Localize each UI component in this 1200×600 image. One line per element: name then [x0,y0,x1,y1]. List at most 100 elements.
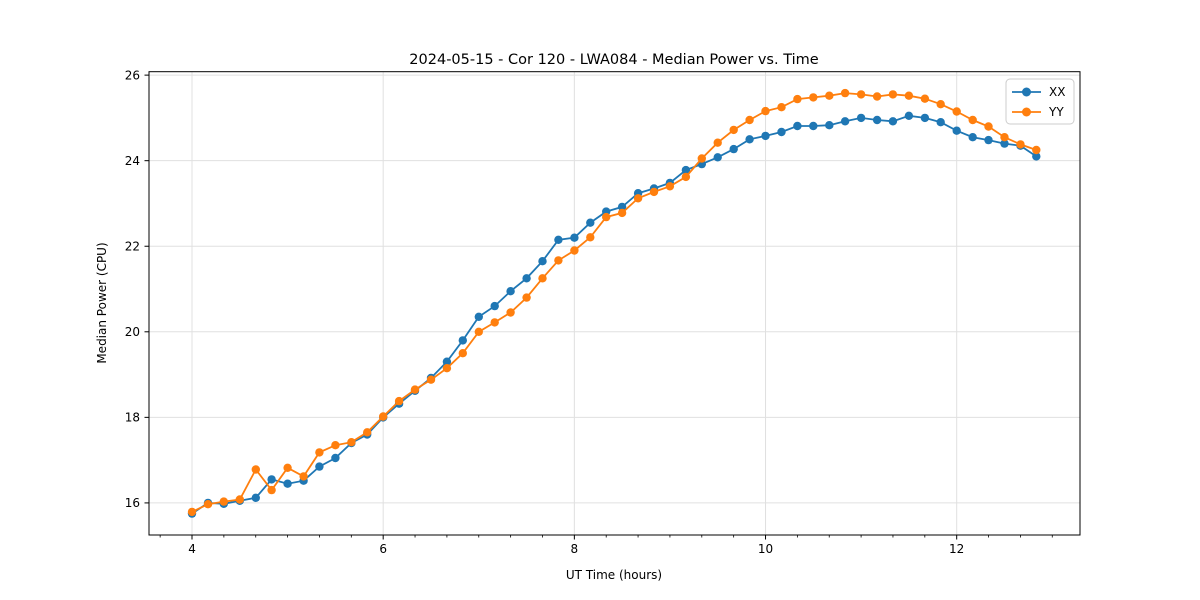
data-point-yy [713,138,722,147]
data-point-yy [793,94,802,104]
y-tick-label: 24 [125,154,140,168]
data-point-xx [586,218,595,227]
data-point-xx [490,301,499,311]
data-point-xx [825,121,834,130]
x-tick-label: 6 [379,542,387,556]
chart-title: 2024-05-15 - Cor 120 - LWA084 - Median P… [409,52,818,68]
data-point-yy [840,88,850,98]
data-point-yy [315,448,324,457]
y-axis-label: Median Power (CPU) [95,242,109,363]
data-point-yy [697,154,706,163]
data-point-yy [936,100,945,109]
data-point-yy [872,92,882,101]
data-point-xx [952,126,961,135]
data-point-yy [490,318,499,327]
y-tick-label: 16 [125,496,140,510]
data-point-xx [554,235,563,244]
axes-spines [148,71,1081,536]
data-point-yy [617,208,627,218]
data-point-yy [777,103,786,112]
data-point-xx [1000,139,1009,148]
data-point-xx [713,153,722,162]
data-point-xx [442,357,452,366]
data-point-yy [458,349,467,358]
data-point-yy [904,91,914,100]
data-point-yy [426,375,436,384]
data-point-xx [888,117,898,126]
legend-label-xx: XX [1049,85,1065,99]
data-point-yy [1000,133,1009,142]
legend-label-yy: YY [1048,105,1064,119]
data-point-yy [729,125,738,135]
data-point-yy [538,274,547,283]
data-point-yy [554,256,563,265]
data-point-xx [729,144,738,154]
data-point-yy [745,115,754,125]
data-point-xx [920,113,930,123]
data-point-yy [984,122,993,131]
data-point-xx [793,121,802,131]
x-tick-label: 12 [949,542,964,556]
data-point-yy [442,364,452,373]
y-tick-label: 26 [125,68,140,82]
data-point-yy [474,327,483,336]
data-point-xx [506,287,515,296]
axis-tick-labels: 4 6 8 10 12 16 18 20 22 24 26 [125,68,965,556]
data-point-xx [745,135,754,144]
data-point-yy [379,412,388,421]
data-point-xx [522,274,531,283]
data-point-xx [968,133,977,142]
data-point-xx [904,111,914,121]
y-tick-label: 22 [125,239,140,253]
data-point-yy [203,500,213,509]
data-point-xx [570,233,579,242]
y-tick-label: 18 [125,411,140,425]
data-point-yy [522,293,531,302]
data-point-yy [331,441,340,450]
data-point-yy [602,212,611,222]
data-point-yy [506,308,515,317]
data-point-yy [633,194,643,203]
data-point-yy [363,428,372,437]
data-point-yy [219,497,228,506]
data-point-yy [920,94,930,103]
data-point-yy [251,465,260,474]
data-point-yy [952,107,961,116]
legend-marker-xx [1022,87,1031,97]
data-point-yy [968,115,977,125]
data-point-yy [586,233,595,242]
data-point-yy [187,507,197,517]
data-point-xx [809,121,818,131]
data-point-xx [761,131,770,141]
data-point-xx [936,118,945,127]
data-point-yy [681,172,691,182]
data-point-yy [394,396,404,406]
data-point-yy [888,90,898,99]
data-point-yy [665,182,675,191]
data-point-yy [410,385,420,394]
data-point-xx [474,312,483,321]
grid-lines [149,71,1080,535]
data-point-xx [777,127,786,137]
data-point-xx [617,202,627,212]
data-point-yy [1032,145,1041,155]
axes-frame [148,71,1081,536]
data-point-yy [299,472,308,481]
data-point-xx [458,336,467,345]
data-point-xx [283,479,292,488]
data-point-xx [267,475,276,484]
data-point-xx [251,493,260,502]
x-tick-label: 10 [758,542,773,556]
data-point-yy [1016,140,1025,149]
data-point-yy [856,90,866,99]
data-point-yy [809,93,818,102]
x-tick-label: 8 [571,542,579,556]
data-point-yy [761,106,770,116]
y-tick-label: 20 [125,325,140,339]
data-point-yy [347,438,356,447]
data-point-yy [267,485,276,495]
data-point-xx [856,113,866,123]
data-point-xx [315,462,324,471]
